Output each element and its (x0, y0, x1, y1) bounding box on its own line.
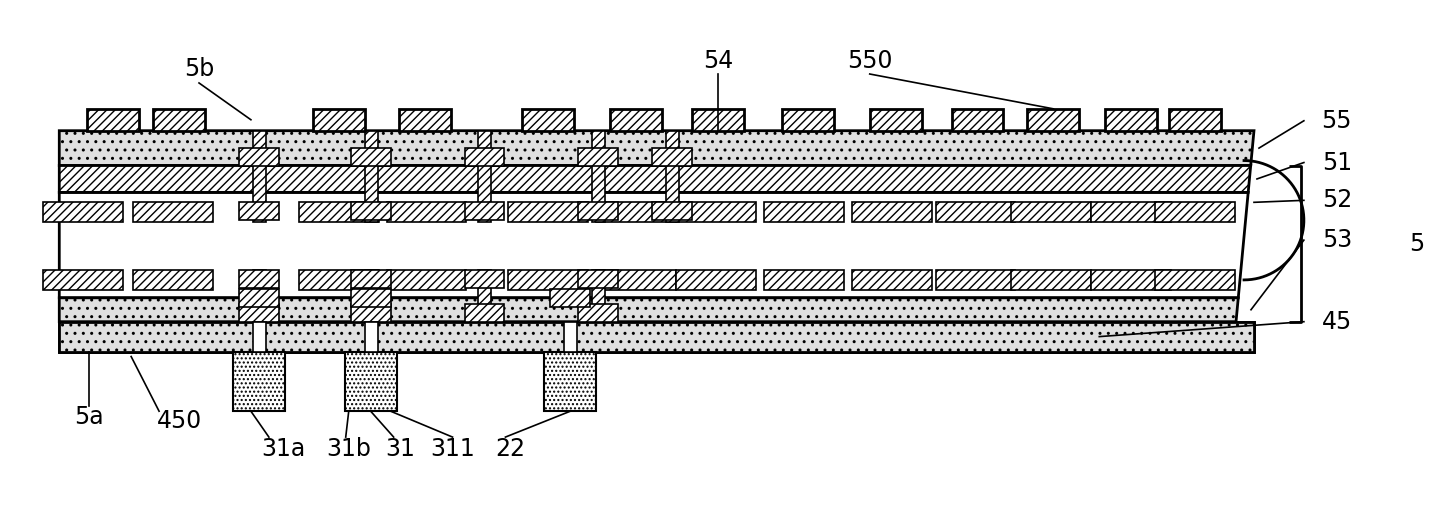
Text: 54: 54 (703, 49, 733, 73)
Bar (523, 109, 575, 130)
Bar (386, 270, 466, 290)
Bar (312, 109, 364, 130)
Bar (578, 148, 619, 166)
Bar (1156, 270, 1236, 290)
Text: 55: 55 (1321, 109, 1352, 133)
Bar (935, 203, 1015, 222)
Bar (253, 270, 266, 322)
Text: 31a: 31a (261, 437, 306, 461)
Text: 45: 45 (1321, 310, 1352, 333)
Text: 550: 550 (847, 49, 893, 73)
Bar (253, 322, 266, 351)
Bar (1012, 203, 1092, 222)
Bar (44, 203, 123, 222)
Bar (1092, 270, 1172, 290)
Bar (764, 203, 844, 222)
Bar (465, 203, 504, 220)
Bar (134, 203, 213, 222)
Bar (935, 270, 1015, 290)
Bar (597, 270, 677, 290)
Bar (677, 203, 756, 222)
Polygon shape (60, 130, 1255, 166)
Bar (364, 130, 378, 222)
Text: 5b: 5b (184, 57, 213, 81)
Bar (1105, 109, 1157, 130)
Bar (240, 289, 279, 307)
Bar (951, 109, 1003, 130)
Bar (1156, 203, 1236, 222)
Bar (240, 148, 279, 166)
Bar (1028, 109, 1079, 130)
Bar (240, 203, 279, 220)
Bar (351, 304, 391, 322)
Bar (781, 109, 833, 130)
Bar (592, 270, 605, 322)
Text: 450: 450 (157, 409, 202, 433)
Bar (764, 270, 844, 290)
Bar (240, 304, 279, 322)
Bar (508, 203, 588, 222)
Bar (299, 203, 379, 222)
Bar (1092, 203, 1172, 222)
Bar (610, 109, 662, 130)
Bar (652, 203, 693, 220)
Bar (240, 270, 279, 288)
Bar (1012, 270, 1092, 290)
Bar (565, 322, 578, 351)
Bar (550, 289, 591, 307)
Polygon shape (60, 166, 1250, 193)
Text: 52: 52 (1321, 188, 1352, 213)
Bar (232, 351, 285, 411)
Bar (344, 351, 396, 411)
Bar (652, 148, 693, 166)
Bar (44, 270, 123, 290)
Bar (852, 203, 932, 222)
Bar (479, 130, 491, 222)
Text: 311: 311 (430, 437, 475, 461)
Bar (351, 289, 391, 307)
Text: 53: 53 (1321, 228, 1352, 252)
Bar (592, 130, 605, 222)
Text: 5: 5 (1408, 231, 1424, 256)
Bar (852, 270, 932, 290)
Polygon shape (60, 298, 1239, 322)
Bar (351, 148, 391, 166)
Bar (253, 130, 266, 222)
Bar (386, 203, 466, 222)
Text: 31: 31 (386, 437, 415, 461)
Bar (60, 322, 1255, 351)
Bar (351, 203, 391, 220)
Bar (351, 270, 391, 288)
Bar (508, 270, 588, 290)
Bar (870, 109, 922, 130)
Bar (1169, 109, 1221, 130)
Text: 22: 22 (495, 437, 526, 461)
Bar (666, 130, 680, 222)
Bar (465, 304, 504, 322)
Text: 31b: 31b (327, 437, 372, 461)
Bar (578, 270, 619, 288)
Bar (578, 304, 619, 322)
Bar (578, 203, 619, 220)
Polygon shape (60, 193, 1249, 298)
Bar (479, 270, 491, 322)
Bar (60, 322, 1255, 351)
Text: 51: 51 (1321, 150, 1352, 175)
Bar (465, 270, 504, 288)
Bar (364, 322, 378, 351)
Bar (597, 203, 677, 222)
Text: 5a: 5a (74, 405, 105, 429)
Bar (544, 351, 597, 411)
Bar (399, 109, 450, 130)
Bar (677, 270, 756, 290)
Bar (152, 109, 205, 130)
Bar (364, 270, 378, 322)
Bar (87, 109, 139, 130)
Bar (693, 109, 743, 130)
Bar (299, 270, 379, 290)
Bar (465, 148, 504, 166)
Bar (134, 270, 213, 290)
